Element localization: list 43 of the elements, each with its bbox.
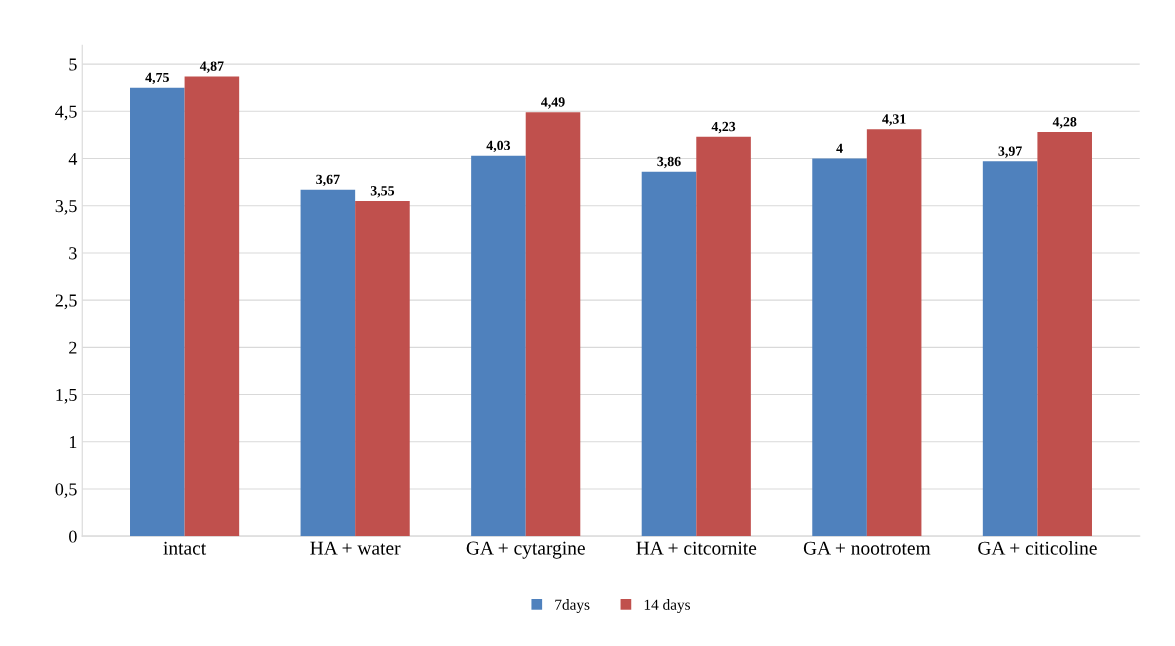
y-tick-label: 4 [68, 152, 78, 165]
bar [982, 161, 1038, 537]
x-tick-label: intact [163, 541, 207, 555]
y-tick-label: 1,5 [56, 388, 77, 404]
bar [812, 158, 867, 537]
x-tick-label: HA + citcornite [636, 541, 757, 555]
x-tick-label: HA + water [310, 541, 401, 555]
x-tick-label: GA + cytargine [466, 541, 585, 559]
y-tick-label: 3 [69, 247, 77, 260]
y-tick-label: 0,5 [55, 483, 77, 499]
bar [1037, 132, 1092, 537]
y-tick-label: 1 [69, 436, 77, 449]
y-tick-label: 4,5 [55, 105, 77, 121]
x-tick-label: GA + nootrotem [803, 541, 931, 555]
y-tick-label: 3,5 [55, 200, 77, 215]
bar [130, 87, 185, 537]
bar [525, 112, 581, 537]
data-label: 4,28 [1052, 117, 1077, 129]
data-label: 4 [836, 143, 843, 153]
data-label: 3,55 [370, 186, 395, 198]
data-label: 4,87 [199, 61, 224, 73]
legend-label: 7days [555, 599, 590, 614]
bar [184, 76, 240, 537]
bar [866, 129, 922, 537]
bar [300, 189, 356, 537]
bar [471, 155, 526, 537]
data-label: 4,23 [711, 121, 736, 134]
y-tick-label: 2 [69, 341, 77, 354]
y-tick-label: 2,5 [55, 294, 77, 310]
legend-label: 14 days [644, 599, 691, 614]
data-label: 3,97 [998, 146, 1022, 158]
data-label: 4,49 [541, 97, 565, 109]
y-tick-label: 5 [69, 58, 77, 71]
bar [355, 201, 410, 537]
data-label: 3,86 [657, 156, 681, 169]
data-label: 4,75 [145, 72, 169, 85]
bar [696, 136, 751, 537]
data-label: 4,03 [486, 140, 511, 153]
bar [641, 171, 697, 537]
data-label: 3,67 [316, 174, 340, 187]
data-label: 4,31 [882, 114, 906, 126]
y-tick-label: 0 [69, 530, 77, 543]
x-tick-label: GA + citicoline [978, 541, 1097, 555]
